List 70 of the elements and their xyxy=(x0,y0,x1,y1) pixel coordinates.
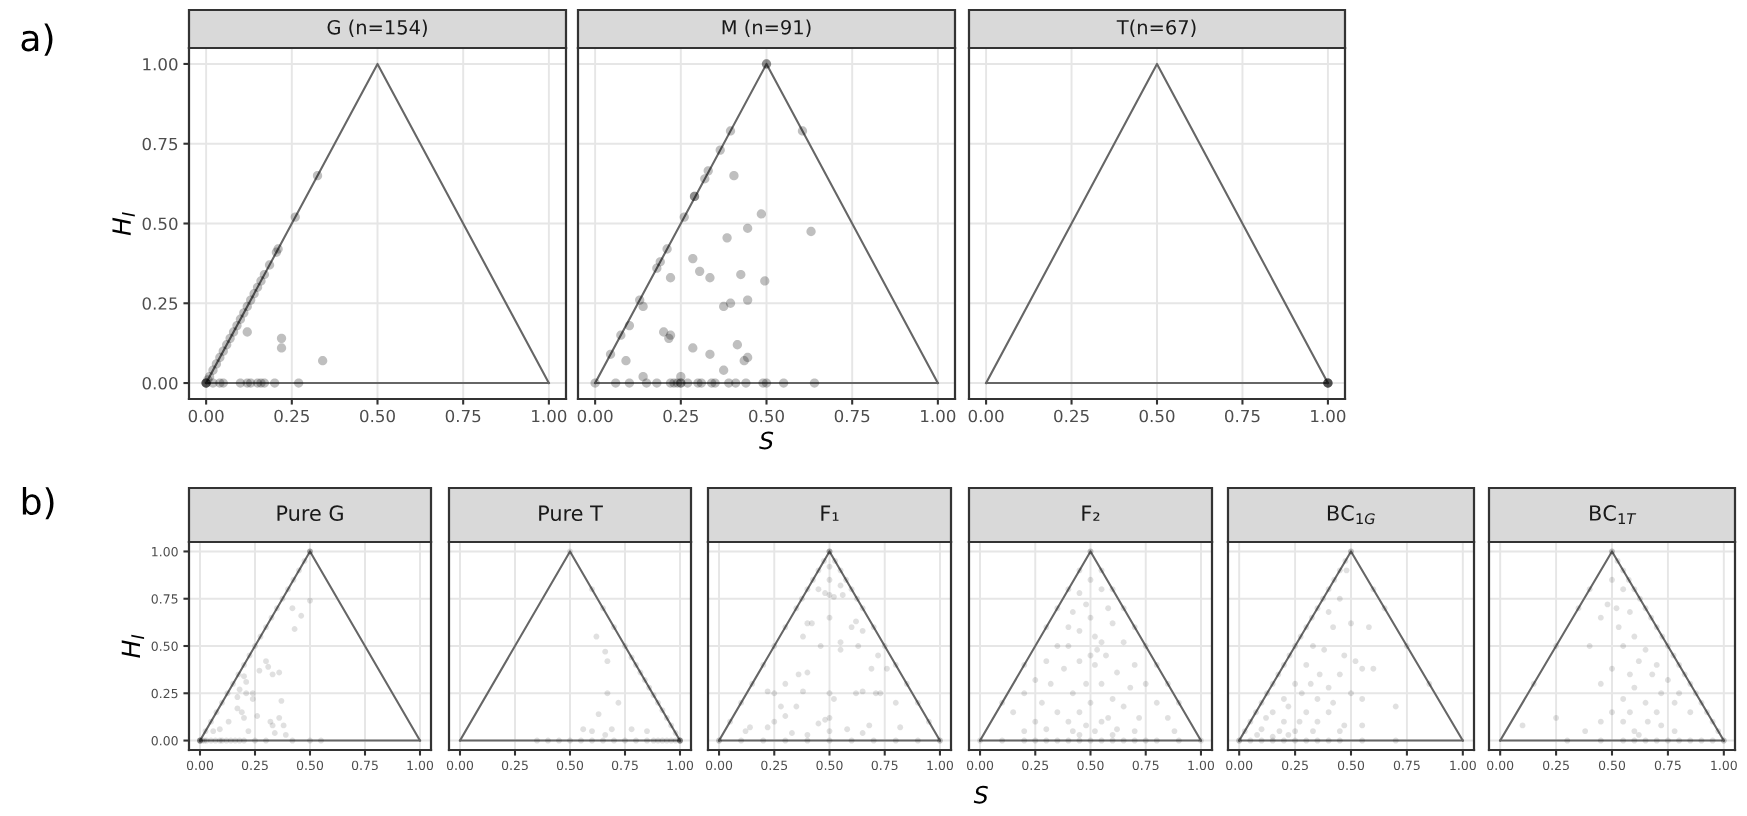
x-tick-label: 0.75 xyxy=(445,409,481,423)
chart-title: F₁ xyxy=(821,505,839,521)
chart-title: Pure T xyxy=(539,505,603,522)
chart-title: Pure G xyxy=(277,505,343,522)
y-tick-label: 1.00 xyxy=(152,546,178,557)
x-tick-label: 1.00 xyxy=(1711,760,1737,771)
x-tick-label: 1.00 xyxy=(667,760,694,771)
x-tick-label: 0.25 xyxy=(241,760,268,771)
y-tick-label: 0.50 xyxy=(142,217,178,231)
x-tick-label: 0.25 xyxy=(1054,409,1089,423)
x-tick-label: 0.50 xyxy=(360,409,395,423)
x-tick-label: 0.75 xyxy=(1654,760,1681,771)
x-tick-label: 1.00 xyxy=(407,760,434,771)
x-tick-label: 1.00 xyxy=(532,409,567,423)
x-tick-label: 0.75 xyxy=(1132,760,1159,771)
x-tick-label: 1.00 xyxy=(921,409,956,423)
x-tick-label: 0.50 xyxy=(1598,760,1626,771)
x-tick-label: 1.00 xyxy=(1450,760,1476,771)
x-tick-label: 0.75 xyxy=(1225,409,1260,423)
y-tick-label: 0.50 xyxy=(151,641,178,651)
x-tick-label: 0.25 xyxy=(1543,760,1569,771)
x-tick-label: 0.25 xyxy=(761,760,788,771)
chart-title: G (n=154) xyxy=(327,19,427,37)
x-axis-title: S xyxy=(973,785,988,804)
x-tick-label: 0.25 xyxy=(1022,760,1049,771)
chart-title: F₂ xyxy=(1082,505,1100,521)
x-tick-label: 0.00 xyxy=(577,409,613,423)
y-tick-label: 0.25 xyxy=(142,297,178,310)
x-tick-label: 0.50 xyxy=(296,760,324,771)
x-tick-label: 0.75 xyxy=(611,760,638,771)
y-tick-label: 0.25 xyxy=(151,688,178,699)
x-tick-label: 0.50 xyxy=(816,760,843,771)
x-tick-label: 0.75 xyxy=(834,409,870,423)
chart-title: BC$_{1G}$ xyxy=(1327,505,1375,525)
x-tick-label: 0.25 xyxy=(501,760,528,771)
chart-title: BC$_{1T}$ xyxy=(1590,505,1637,524)
text: a) xyxy=(21,23,53,56)
y-tick-label: 0.75 xyxy=(142,137,178,151)
x-tick-label: 0.00 xyxy=(186,760,214,771)
x-tick-label: 0.00 xyxy=(1487,760,1514,771)
x-tick-label: 0.25 xyxy=(663,409,698,423)
x-tick-label: 0.00 xyxy=(966,760,994,771)
x-tick-label: 0.75 xyxy=(871,760,898,771)
x-axis-title: S xyxy=(759,431,774,450)
x-tick-label: 0.50 xyxy=(1139,409,1175,423)
x-tick-label: 1.00 xyxy=(1188,760,1215,771)
chart-title: M (n=91) xyxy=(722,19,811,37)
x-tick-label: 0.50 xyxy=(749,409,784,423)
x-tick-label: 0.75 xyxy=(1393,760,1420,771)
x-tick-label: 0.00 xyxy=(705,760,733,771)
x-tick-label: 0.00 xyxy=(446,760,474,771)
x-tick-label: 0.25 xyxy=(274,409,309,423)
x-tick-label: 0.50 xyxy=(1337,760,1365,771)
x-tick-label: 1.00 xyxy=(927,760,954,771)
x-tick-label: 0.50 xyxy=(556,760,584,771)
y-tick-label: 0.00 xyxy=(151,736,178,746)
x-tick-label: 0.00 xyxy=(188,409,224,423)
x-tick-label: 0.25 xyxy=(1282,760,1308,771)
chart-title: T(n=67) xyxy=(1116,19,1196,37)
y-tick-label: 0.75 xyxy=(151,594,178,604)
x-tick-label: 0.50 xyxy=(1077,760,1104,771)
y-axis-title: H$_{I}$ xyxy=(112,212,135,236)
y-tick-label: 0.00 xyxy=(142,377,178,390)
text: b) xyxy=(22,487,54,520)
x-tick-label: 0.75 xyxy=(351,760,378,771)
x-tick-label: 1.00 xyxy=(1311,409,1346,423)
x-tick-label: 0.00 xyxy=(1226,760,1253,771)
x-tick-label: 0.00 xyxy=(968,409,1004,423)
y-tick-label: 1.00 xyxy=(143,57,178,71)
y-axis-title: H$_{I}$ xyxy=(121,634,145,658)
